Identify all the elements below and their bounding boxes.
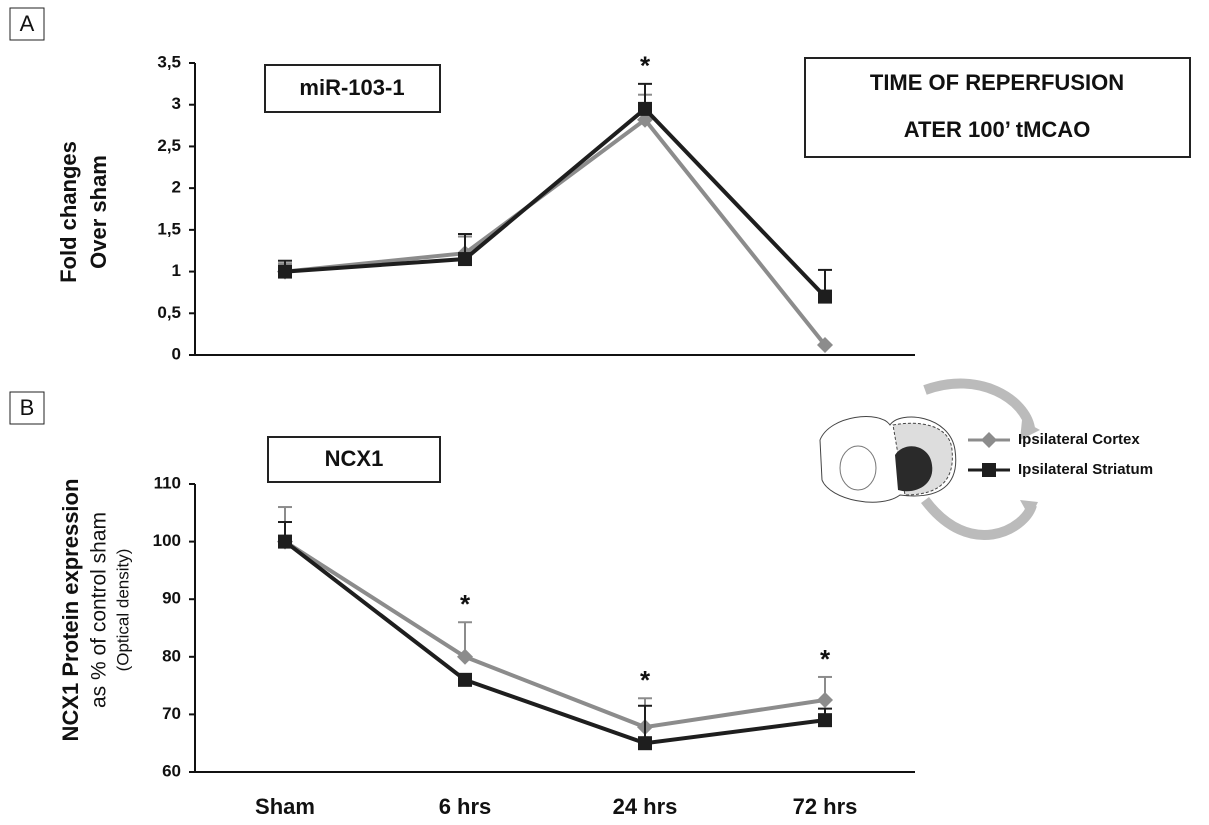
marker — [817, 692, 833, 708]
series-line — [285, 120, 825, 345]
marker — [981, 432, 997, 448]
marker — [818, 290, 832, 304]
marker — [982, 463, 996, 477]
y-axis-label: Fold changes — [56, 141, 81, 283]
y-tick-label: 1,5 — [157, 219, 181, 238]
series-line — [285, 542, 825, 727]
y-tick-label: 0,5 — [157, 303, 181, 322]
x-tick-label: 6 hrs — [439, 794, 492, 819]
y-axis-label: Over sham — [86, 155, 111, 269]
marker — [458, 673, 472, 687]
marker — [638, 102, 652, 116]
y-tick-label: 70 — [162, 704, 181, 723]
y-axis-label: (Optical density) — [113, 549, 132, 672]
y-axis-label: NCX1 Protein expression — [58, 479, 83, 742]
y-tick-label: 2,5 — [157, 136, 181, 155]
panel-label: A — [20, 11, 35, 36]
figure: A B miR-103-1 TIME OF REPERFUSION ATER 1… — [0, 0, 1209, 825]
y-tick-label: 3,5 — [157, 52, 181, 71]
marker — [278, 535, 292, 549]
note: TIME OF REPERFUSION — [870, 70, 1124, 95]
y-tick-label: 3 — [172, 94, 181, 113]
chart-title: miR-103-1 — [299, 75, 404, 100]
significance: * — [820, 644, 831, 674]
y-tick-label: 80 — [162, 646, 181, 665]
y-tick-label: 90 — [162, 589, 181, 608]
panel-label: B — [20, 395, 35, 420]
y-tick-label: 100 — [153, 531, 181, 550]
significance: * — [640, 51, 651, 81]
chart-title: NCX1 — [325, 446, 384, 471]
x-tick-label: Sham — [255, 794, 315, 819]
y-tick-label: 110 — [154, 473, 181, 492]
brain-illustration — [820, 384, 1040, 536]
legend-label: Ipsilateral Cortex — [1018, 431, 1140, 448]
y-tick-label: 0 — [172, 344, 181, 363]
legend-label: Ipsilateral Striatum — [1018, 461, 1153, 478]
marker — [458, 252, 472, 266]
significance: * — [460, 589, 471, 619]
y-tick-label: 1 — [172, 261, 181, 280]
y-tick-label: 2 — [172, 178, 181, 197]
x-tick-label: 24 hrs — [613, 794, 678, 819]
x-tick-label: 72 hrs — [793, 794, 858, 819]
y-tick-label: 60 — [162, 761, 181, 780]
significance: * — [640, 665, 651, 695]
series-line — [285, 109, 825, 297]
marker — [638, 736, 652, 750]
marker — [818, 713, 832, 727]
marker — [278, 265, 292, 279]
y-axis-label: as % of control sham — [88, 512, 111, 708]
note: ATER 100’ tMCAO — [904, 117, 1091, 142]
